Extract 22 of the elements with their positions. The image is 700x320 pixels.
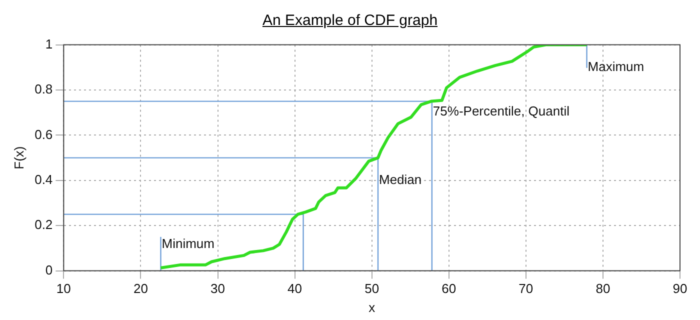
annotation: Maximum [588,58,644,74]
annotation: Median [379,172,422,187]
x-tick-label: 90 [672,281,688,296]
x-tick-label: 40 [288,281,302,296]
x-tick-label: 80 [596,281,610,296]
y-tick-label: 0 [45,262,53,278]
x-axis-title: x [368,300,376,315]
x-tick-label: 30 [210,281,225,296]
y-tick-label: 0.2 [34,217,53,232]
chart-title: An Example of CDF graph [261,11,439,31]
x-tick-label: 20 [133,281,148,296]
x-tick-label: 70 [518,281,534,296]
y-tick-label: 1 [45,36,53,52]
y-axis-title: F(x) [11,146,26,170]
y-tick-label: 0.6 [34,126,53,142]
x-tick-label: 10 [56,281,71,296]
annotation: Minimum [162,236,214,251]
annotation: 75%-Percentile, Quantil [432,103,570,118]
y-tick-label: 0.8 [34,82,53,97]
x-tick-label: 60 [442,281,456,296]
x-tick-label: 50 [364,281,380,296]
y-tick-label: 0.4 [34,172,53,187]
